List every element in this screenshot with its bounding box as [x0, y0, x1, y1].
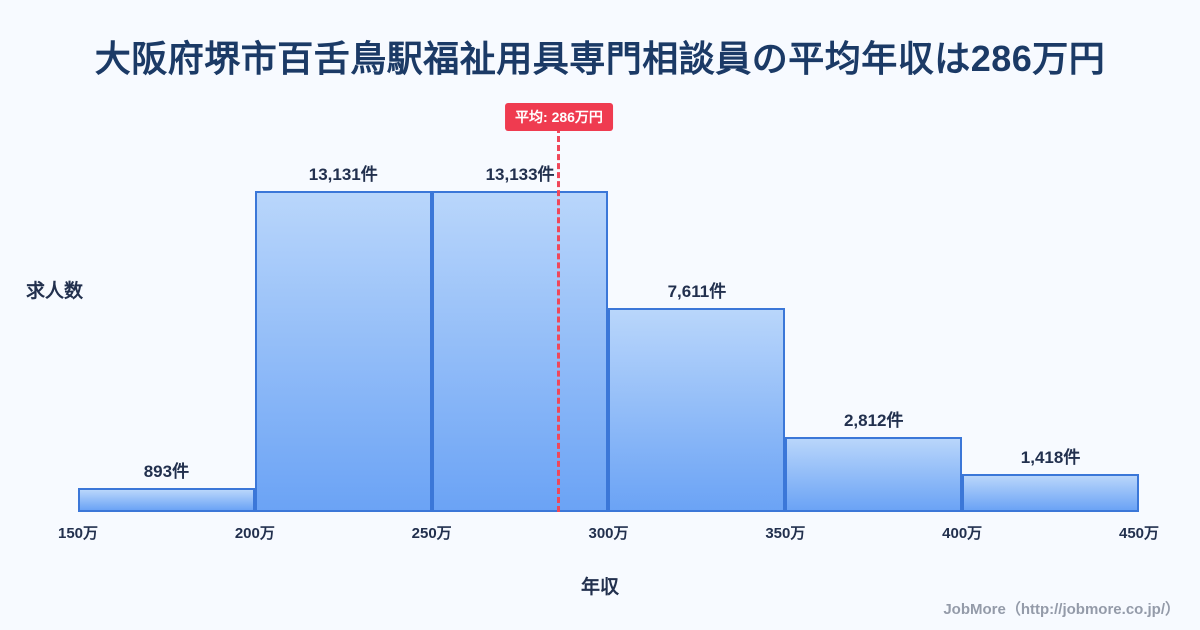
bar-value-label: 2,812件 [843, 410, 904, 430]
x-tick-label: 300万 [588, 525, 629, 542]
histogram-bar [78, 488, 255, 512]
x-tick-label: 200万 [234, 525, 275, 542]
bar-slot: 2,812件 [785, 160, 963, 512]
bar-slot: 893件 [78, 160, 255, 512]
bar-value-label: 13,131件 [308, 165, 378, 184]
x-tick-label: 450万 [1118, 525, 1160, 542]
histogram-bar [608, 308, 786, 512]
average-line [557, 127, 561, 512]
histogram-bar [785, 436, 963, 512]
average-badge: 平均: 286万円 [505, 103, 613, 131]
bar-slot: 13,131件 [254, 160, 432, 512]
chart-title: 大阪府堺市百舌鳥駅福祉用具専門相談員の平均年収は286万円 [94, 38, 1106, 79]
histogram-bar [962, 474, 1139, 512]
bar-slot: 1,418件 [962, 160, 1139, 512]
x-tick-label: 250万 [411, 525, 452, 542]
bar-value-label: 7,611件 [667, 282, 727, 302]
x-axis-label: 年収 [580, 577, 619, 598]
footer-credit: JobMore（http://jobmore.co.jp/） [943, 601, 1180, 618]
bar-value-label: 1,418件 [1020, 448, 1081, 467]
bar-value-label: 13,133件 [485, 165, 555, 184]
y-axis-label: 求人数 [26, 281, 84, 302]
bars: 893件 13,131件 13,133件 7,611件 2,812件 1,418件 [78, 160, 1139, 512]
x-tick-label: 150万 [57, 525, 99, 542]
bar-slot: 13,133件 [431, 160, 609, 512]
bar-value-label: 893件 [143, 462, 190, 482]
histogram-bar [431, 191, 609, 512]
plot-area: 893件 13,131件 13,133件 7,611件 2,812件 1,418件 平均:… [58, 103, 1159, 542]
x-tick-label: 400万 [942, 525, 983, 542]
histogram-bar [254, 191, 432, 512]
x-tick-label: 350万 [765, 525, 806, 542]
bar-slot: 7,611件 [608, 160, 786, 512]
